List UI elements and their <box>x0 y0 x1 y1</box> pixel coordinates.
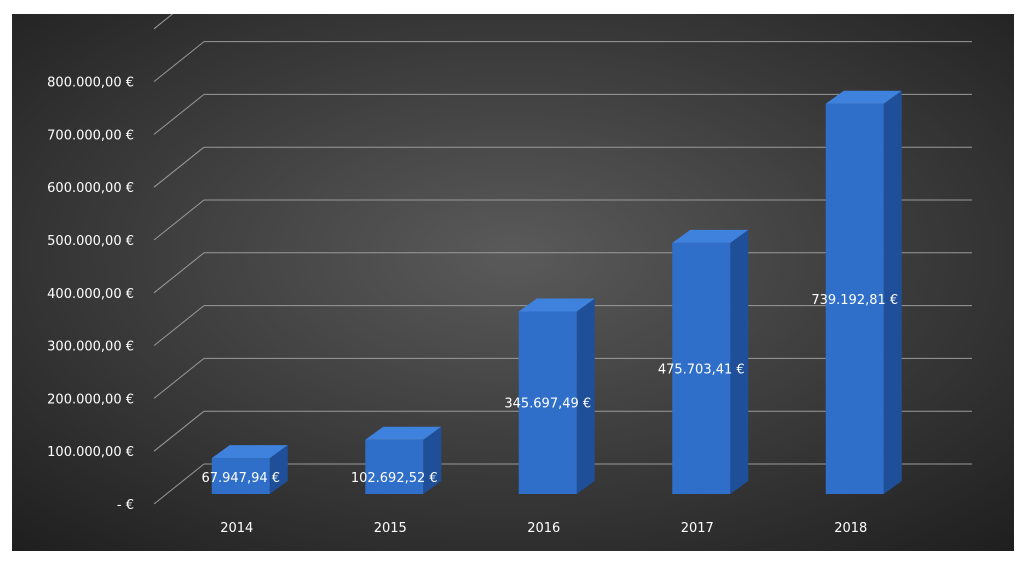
data-label: 739.192,81 € <box>811 293 898 308</box>
bar-2018 <box>825 103 884 494</box>
y-tick-label: 800.000,00 € <box>47 76 134 91</box>
y-tick-label: 100.000,00 € <box>47 445 134 460</box>
bar-2015 <box>365 439 424 494</box>
revenue-bar-chart: - € 100.000,00 € 200.000,00 € 300.000,00 € 4… <box>12 0 1014 551</box>
gridline-diagonal <box>153 146 205 188</box>
gridline-diagonal <box>153 305 205 346</box>
gridline-diagonal <box>153 358 205 399</box>
data-label: 67.947,94 € <box>201 471 280 486</box>
bar-top-2018 <box>825 90 902 104</box>
data-label: 475.703,41 € <box>658 362 745 377</box>
y-axis-tick-labels: - € 100.000,00 € 200.000,00 € 300.000,00 € 4… <box>47 76 134 513</box>
bar-top-2015 <box>365 426 442 440</box>
gridline-diagonal <box>153 94 205 135</box>
bar-2016 <box>518 311 577 494</box>
bar-side-2015 <box>423 426 442 494</box>
y-tick-label: 400.000,00 € <box>47 287 134 302</box>
x-tick-label: 2014 <box>220 521 253 536</box>
bar-2017 <box>672 242 731 494</box>
data-label: 345.697,49 € <box>504 397 591 412</box>
x-axis-tick-labels: 2014 2015 2016 2017 2018 <box>220 521 867 536</box>
x-tick-label: 2018 <box>834 521 867 536</box>
bar-top-2017 <box>672 229 749 243</box>
gridline-diagonal <box>153 252 205 294</box>
bars <box>211 90 902 494</box>
bar-side-2014 <box>269 445 288 494</box>
gridline-diagonal <box>153 410 205 452</box>
y-tick-label: 500.000,00 € <box>47 234 134 249</box>
data-labels: 67.947,94 € 102.692,52 € 345.697,49 € 475.7… <box>201 293 898 486</box>
bar-top-2016 <box>518 298 595 312</box>
x-tick-label: 2017 <box>681 521 714 536</box>
y-tick-label: 200.000,00 € <box>47 392 134 407</box>
bar-side-2016 <box>576 298 595 494</box>
x-tick-label: 2016 <box>527 521 560 536</box>
bar-2014 <box>211 458 270 494</box>
bar-side-2017 <box>730 229 749 494</box>
data-label: 102.692,52 € <box>351 471 438 486</box>
x-tick-label: 2015 <box>374 521 407 536</box>
chart-frame: - € 100.000,00 € 200.000,00 € 300.000,00 € 4… <box>12 0 1014 551</box>
gridline-diagonal <box>153 41 205 82</box>
bar-top-2014 <box>211 445 288 459</box>
y-tick-label: 600.000,00 € <box>47 181 134 196</box>
bar-side-2018 <box>883 90 902 494</box>
y-tick-label: - € <box>117 498 134 513</box>
y-tick-label: 700.000,00 € <box>47 128 134 143</box>
gridline-diagonal <box>153 199 205 241</box>
y-tick-label: 300.000,00 € <box>47 340 134 355</box>
gridline-diagonal <box>153 463 205 505</box>
